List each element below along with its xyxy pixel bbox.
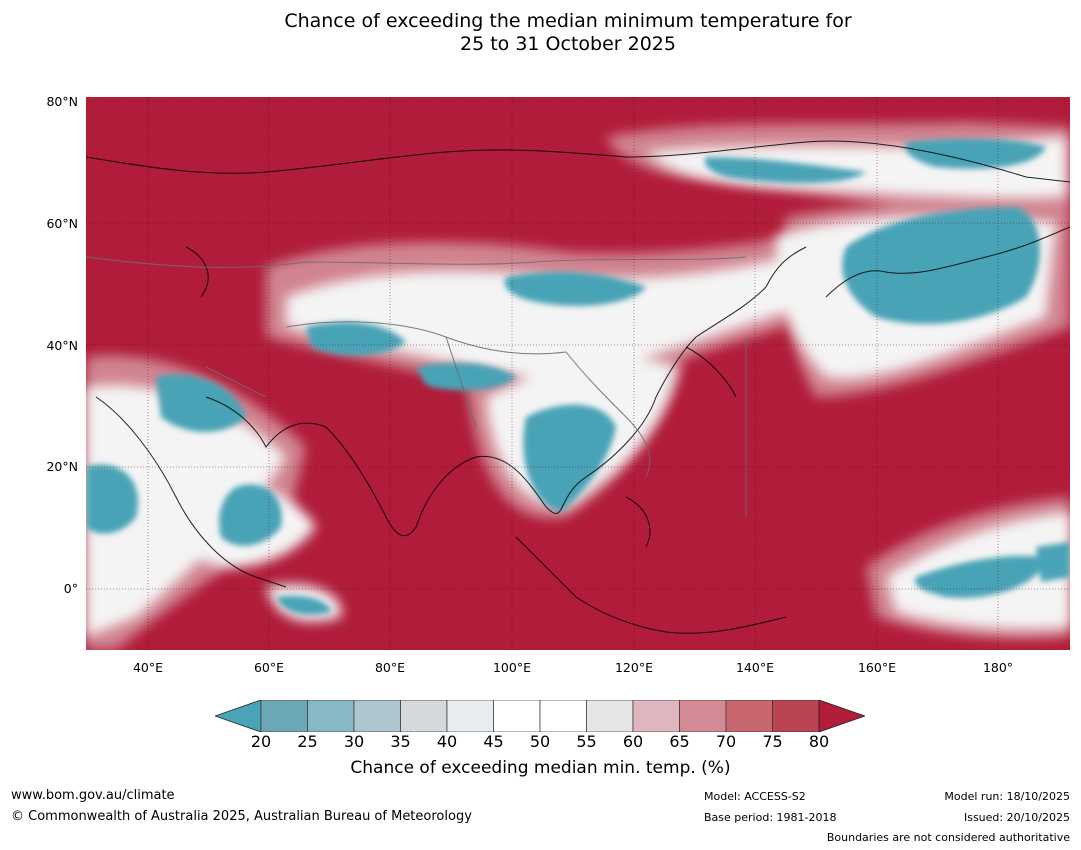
lon-label-160e: 160°E <box>857 660 896 675</box>
country-boundaries <box>86 256 747 517</box>
lon-label-120e: 120°E <box>614 660 653 675</box>
colorbar-segment <box>260 699 308 733</box>
colorbar <box>213 699 867 733</box>
colorbar-segment <box>446 699 494 733</box>
colorbar-tick-label: 40 <box>436 732 458 751</box>
colorbar-segment <box>493 699 541 733</box>
colorbar-tick-label: 70 <box>715 732 737 751</box>
lat-label-40n: 40°N <box>46 338 78 353</box>
colorbar-segment <box>586 699 634 733</box>
title-line-2: 25 to 31 October 2025 <box>460 33 676 55</box>
title-line-1: Chance of exceeding the median minimum t… <box>284 10 852 32</box>
colorbar-tick-label: 55 <box>576 732 597 751</box>
colorbar-graphic <box>213 699 867 733</box>
map-graphic <box>86 97 1070 650</box>
colorbar-tick-label: 35 <box>390 732 411 751</box>
model-name: Model: ACCESS-S2 <box>704 790 806 803</box>
colorbar-tick-label: 45 <box>483 732 504 751</box>
base-period: Base period: 1981-2018 <box>704 811 837 824</box>
colorbar-extend-low <box>213 699 262 733</box>
probability-map <box>86 97 1070 650</box>
lat-label-20n: 20°N <box>46 459 78 474</box>
lon-label-100e: 100°E <box>492 660 531 675</box>
lon-label-180: 180° <box>982 660 1014 675</box>
lon-label-80e: 80°E <box>374 660 406 675</box>
colorbar-segment <box>679 699 727 733</box>
colorbar-tick-label: 65 <box>669 732 690 751</box>
colorbar-tick-label: 80 <box>808 732 830 751</box>
lon-label-140e: 140°E <box>735 660 774 675</box>
colorbar-tick-label: 25 <box>297 732 318 751</box>
chart-title: Chance of exceeding the median minimum t… <box>0 10 1081 56</box>
website-link[interactable]: www.bom.gov.au/climate <box>11 788 175 803</box>
colorbar-segment <box>725 699 773 733</box>
graticule <box>86 97 1070 650</box>
boundaries-disclaimer: Boundaries are not considered authoritat… <box>826 831 1070 844</box>
colorbar-tick-label: 20 <box>250 732 272 751</box>
colorbar-segment <box>307 699 355 733</box>
lon-label-60e: 60°E <box>253 660 285 675</box>
colorbar-segment <box>539 699 587 733</box>
colorbar-segment <box>772 699 820 733</box>
colorbar-segment <box>400 699 448 733</box>
copyright-notice: © Commonwealth of Australia 2025, Austra… <box>11 809 472 824</box>
lat-label-60n: 60°N <box>46 216 78 231</box>
colorbar-tick-label: 30 <box>343 732 365 751</box>
colorbar-segment <box>353 699 401 733</box>
lat-label-80n: 80°N <box>46 94 78 109</box>
colorbar-extend-high <box>818 699 867 733</box>
issued-date: Issued: 20/10/2025 <box>963 811 1070 824</box>
model-run-date: Model run: 18/10/2025 <box>944 790 1070 803</box>
field-teal-zones <box>86 138 1070 615</box>
colorbar-tick-label: 75 <box>762 732 783 751</box>
lat-label-equator: 0° <box>63 581 78 596</box>
coastlines <box>86 140 1070 634</box>
colorbar-tick-label: 60 <box>622 732 644 751</box>
colorbar-label: Chance of exceeding median min. temp. (%… <box>350 758 731 778</box>
colorbar-tick-label: 50 <box>529 732 551 751</box>
colorbar-segment <box>632 699 680 733</box>
lon-label-40e: 40°E <box>132 660 164 675</box>
